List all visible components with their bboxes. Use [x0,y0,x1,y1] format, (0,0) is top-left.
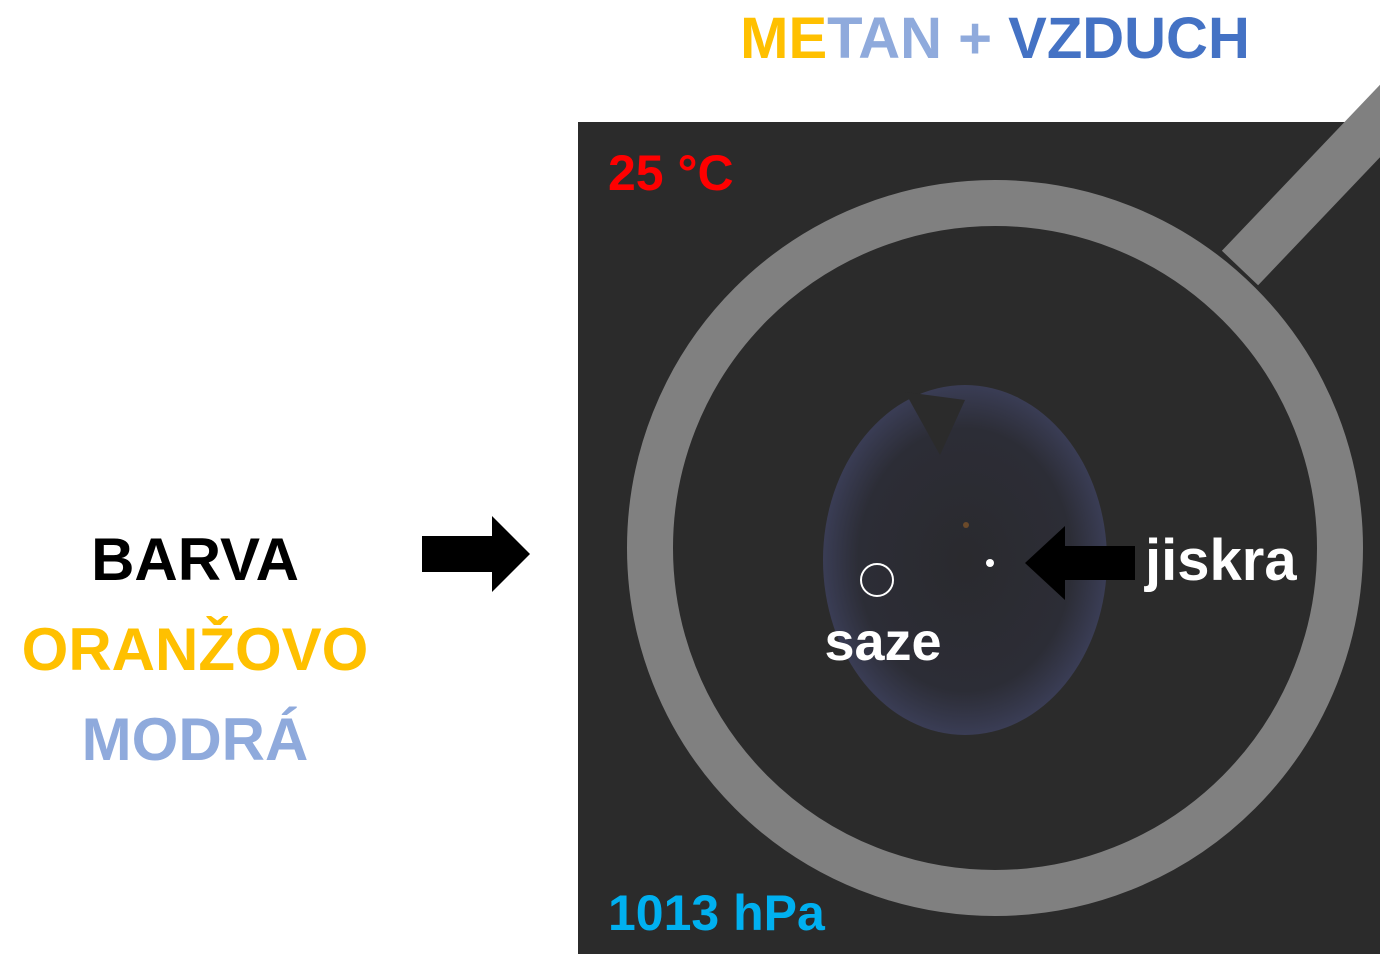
title-part: TAN [827,6,942,71]
flame-blob [823,385,1107,735]
arrow-right [422,516,530,592]
title: METAN + VZDUCH [740,6,1250,71]
pressure: 1013 hPa [608,885,826,941]
soot-label: saze [824,612,941,672]
title-part: ME [740,6,827,71]
temperature: 25 °C [608,145,734,201]
title-part: + [942,6,1008,71]
blob-notch [905,392,965,455]
magnifier-ring [627,180,1363,916]
label-orange: ORANŽOVO [22,616,369,683]
soot-marker [860,563,894,597]
glow [963,522,969,528]
spark-label: jiskra [1144,528,1297,593]
arrow-left [1025,526,1135,600]
label-blue: MODRÁ [82,706,309,773]
magnifier-handle [1221,84,1380,286]
spark [986,559,994,567]
title-part: VZDUCH [1008,6,1250,71]
label-color: BARVA [91,526,299,593]
